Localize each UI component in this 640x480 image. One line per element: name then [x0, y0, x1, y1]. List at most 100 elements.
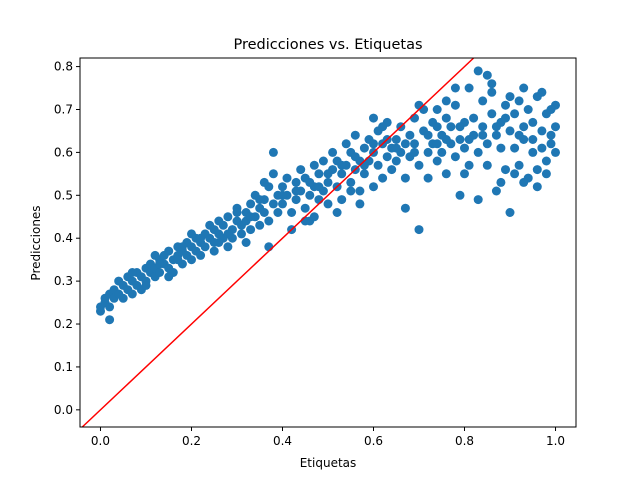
data-point [487, 87, 497, 97]
data-point [314, 195, 324, 205]
data-point [223, 212, 233, 222]
data-point [501, 113, 510, 123]
data-point [268, 199, 278, 209]
x-tick-label: 1.0 [546, 434, 565, 448]
data-point [323, 169, 333, 179]
data-point [478, 96, 488, 106]
data-point [105, 315, 115, 325]
data-point [141, 280, 151, 290]
data-point [291, 177, 301, 187]
x-axis-ticks: 0.0 0.2 0.4 0.6 0.8 1.0 [91, 427, 565, 448]
data-point [155, 259, 165, 269]
data-point [155, 268, 165, 277]
data-point [464, 135, 474, 144]
data-point [541, 169, 551, 179]
data-point [369, 182, 378, 192]
data-point [491, 186, 501, 196]
data-point [214, 238, 224, 247]
data-point [300, 203, 310, 213]
data-point [510, 143, 520, 153]
data-point [350, 152, 360, 162]
data-point [519, 122, 529, 132]
data-point [414, 160, 424, 170]
data-point [478, 130, 488, 140]
data-point [246, 225, 256, 235]
data-point [473, 66, 483, 76]
data-point [387, 165, 397, 175]
x-axis-label: Etiquetas [300, 456, 357, 470]
data-point [455, 190, 465, 200]
data-point [391, 135, 401, 144]
data-point [501, 165, 510, 175]
data-point [551, 147, 560, 157]
data-point [232, 208, 242, 217]
y-tick-label: 0.6 [54, 145, 73, 159]
data-point [328, 147, 338, 157]
data-point [282, 173, 292, 183]
data-point [505, 208, 515, 217]
data-point [464, 83, 474, 93]
data-point [264, 242, 274, 252]
data-point [318, 156, 328, 166]
data-point [346, 177, 356, 187]
data-point [510, 109, 520, 119]
data-point [496, 177, 506, 187]
data-point [373, 160, 383, 170]
data-point [432, 139, 442, 149]
data-point [187, 229, 196, 239]
data-point [482, 70, 492, 80]
points-layer [96, 66, 560, 325]
data-point [505, 126, 515, 136]
data-point [537, 126, 547, 136]
data-point [350, 130, 360, 140]
data-point [314, 169, 324, 179]
data-point [305, 190, 315, 200]
data-point [332, 208, 342, 217]
data-point [323, 177, 333, 187]
data-point [378, 173, 388, 183]
data-point [528, 135, 538, 144]
data-point [441, 135, 451, 144]
data-point [127, 289, 137, 299]
data-point [514, 160, 524, 170]
x-tick-label: 0.8 [455, 434, 474, 448]
y-tick-label: 0.1 [54, 360, 73, 374]
data-point [501, 100, 510, 110]
data-point [487, 109, 497, 119]
data-point [473, 147, 483, 157]
y-tick-label: 0.7 [54, 102, 73, 116]
data-point [446, 122, 456, 132]
data-point [400, 203, 410, 213]
data-point [460, 169, 469, 179]
data-point [187, 255, 196, 265]
data-point [355, 199, 365, 209]
data-point [460, 143, 469, 153]
data-point [309, 160, 319, 170]
data-point [450, 100, 460, 110]
data-point [528, 147, 538, 157]
data-point [337, 195, 347, 205]
data-point [359, 143, 369, 153]
data-point [532, 182, 542, 192]
data-point [300, 216, 310, 226]
data-point [164, 246, 174, 256]
data-point [450, 83, 460, 93]
data-point [410, 113, 419, 123]
data-point [337, 169, 347, 179]
data-point [273, 208, 283, 217]
data-point [441, 113, 451, 123]
data-point [487, 79, 497, 89]
data-point [464, 160, 474, 170]
data-point [278, 190, 287, 200]
data-point [482, 139, 492, 149]
data-point [278, 199, 287, 209]
data-point [437, 147, 447, 157]
data-point [432, 156, 442, 166]
data-point [455, 122, 465, 132]
data-point [264, 216, 274, 226]
data-point [177, 242, 187, 252]
data-point [414, 100, 424, 110]
data-point [514, 130, 524, 140]
data-point [541, 156, 551, 166]
